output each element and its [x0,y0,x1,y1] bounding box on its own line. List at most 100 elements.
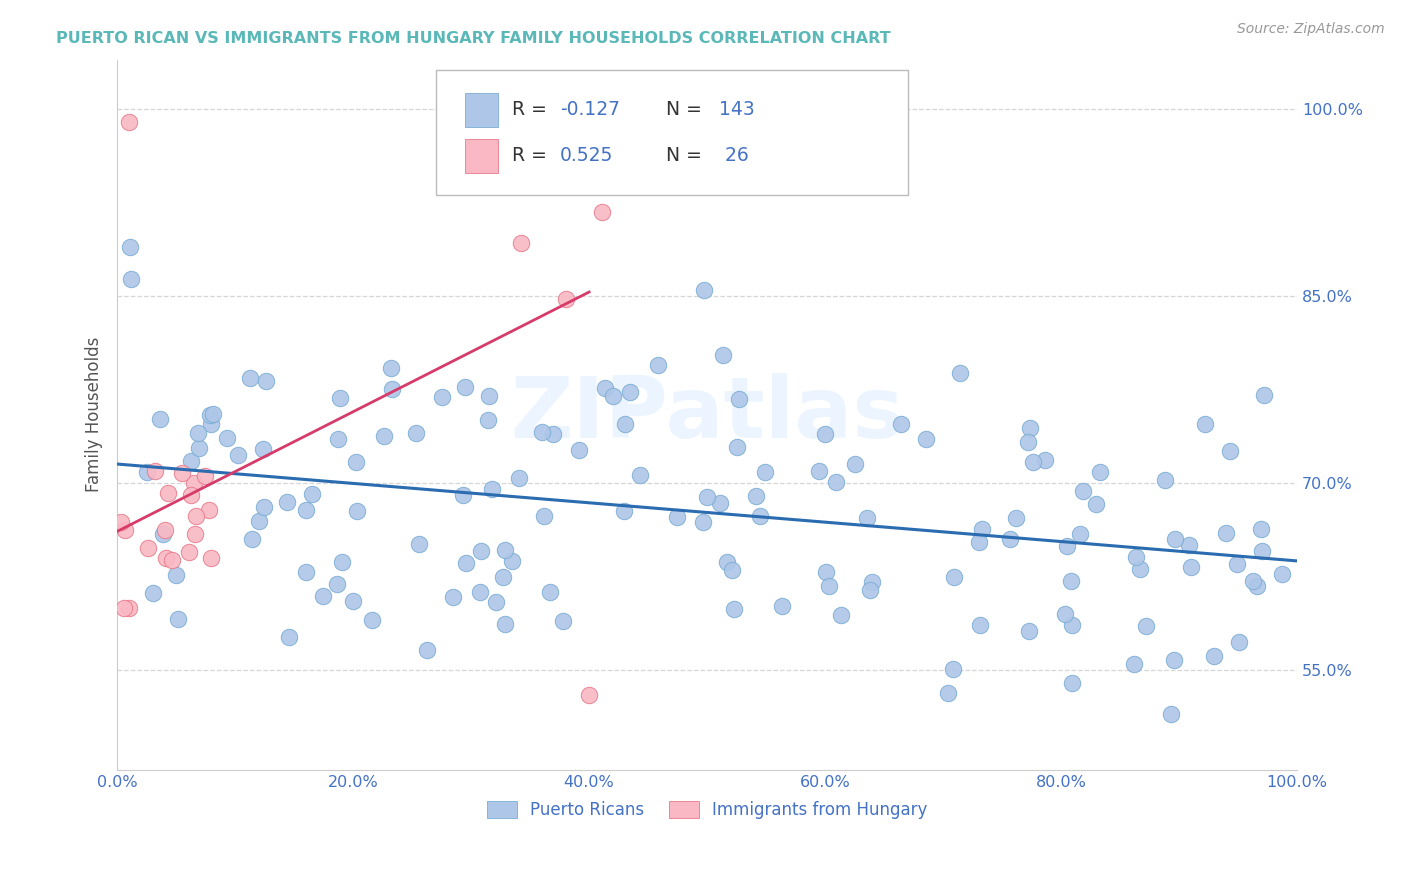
Point [170,466,193,480]
Point [295,565,318,579]
Point [157,485,180,500]
Point [198,408,221,422]
Point [152,527,174,541]
Point [1153,473,1175,487]
Point [619,385,641,400]
Point [373,429,395,443]
Point [830,607,852,622]
Point [602,388,624,402]
Point [538,585,561,599]
Point [342,594,364,608]
Point [118,240,141,254]
Point [136,465,159,479]
Point [967,534,990,549]
Text: N =: N = [666,100,702,119]
Legend: Puerto Ricans, Immigrants from Hungary: Puerto Ricans, Immigrants from Hungary [479,794,935,826]
Point [1069,527,1091,541]
Point [165,567,187,582]
Point [591,205,613,219]
Point [969,618,991,632]
FancyBboxPatch shape [436,70,908,194]
Y-axis label: Family Households: Family Households [86,337,103,492]
Point [1056,539,1078,553]
Point [1219,444,1241,458]
Point [510,236,533,251]
Point [183,475,205,490]
Text: -0.127: -0.127 [560,100,620,119]
Point [942,662,965,676]
Point [943,570,966,584]
Point [807,464,830,478]
Point [142,586,165,600]
Point [1060,574,1083,588]
Point [723,602,745,616]
Point [1177,538,1199,552]
Point [1062,618,1084,632]
Point [149,412,172,426]
Point [239,371,262,385]
Point [1180,559,1202,574]
Point [844,457,866,471]
Point [1246,579,1268,593]
Point [745,489,768,503]
Point [200,550,222,565]
Point [198,502,221,516]
Point [1018,624,1040,638]
Point [200,417,222,431]
Point [183,526,205,541]
Point [180,488,202,502]
Point [859,583,882,598]
Point [1022,454,1045,468]
Point [110,516,132,530]
Point [470,585,492,599]
Point [441,591,464,605]
Point [277,630,299,644]
Point [408,537,430,551]
Text: 143: 143 [718,100,755,119]
Point [725,440,748,454]
Point [1090,465,1112,479]
Point [1226,558,1249,572]
Point [541,427,564,442]
Point [709,496,731,510]
Point [1241,574,1264,589]
Point [136,541,159,556]
Point [416,642,439,657]
Point [1194,417,1216,432]
Point [346,504,368,518]
Point [1250,544,1272,558]
Point [1033,452,1056,467]
Point [817,579,839,593]
Point [652,108,675,122]
Point [1215,525,1237,540]
Point [529,169,551,183]
Point [749,508,772,523]
Point [143,464,166,478]
Point [254,374,277,388]
Point [361,613,384,627]
Point [202,407,225,421]
Point [481,483,503,497]
Point [253,500,276,514]
Point [215,431,238,445]
Text: R =: R = [512,146,547,165]
Point [240,532,263,546]
Point [301,487,323,501]
Text: 26: 26 [718,146,748,165]
Point [177,545,200,559]
Point [312,589,335,603]
Point [187,425,209,440]
Point [814,566,837,580]
Point [508,471,530,485]
Point [593,381,616,395]
Point [1163,653,1185,667]
Point [1227,635,1250,649]
Point [1122,657,1144,671]
Point [530,425,553,439]
Point [915,432,938,446]
Text: ZIPatlas: ZIPatlas [510,373,904,457]
Point [551,614,574,628]
Point [1018,420,1040,434]
Point [494,543,516,558]
Point [938,686,960,700]
